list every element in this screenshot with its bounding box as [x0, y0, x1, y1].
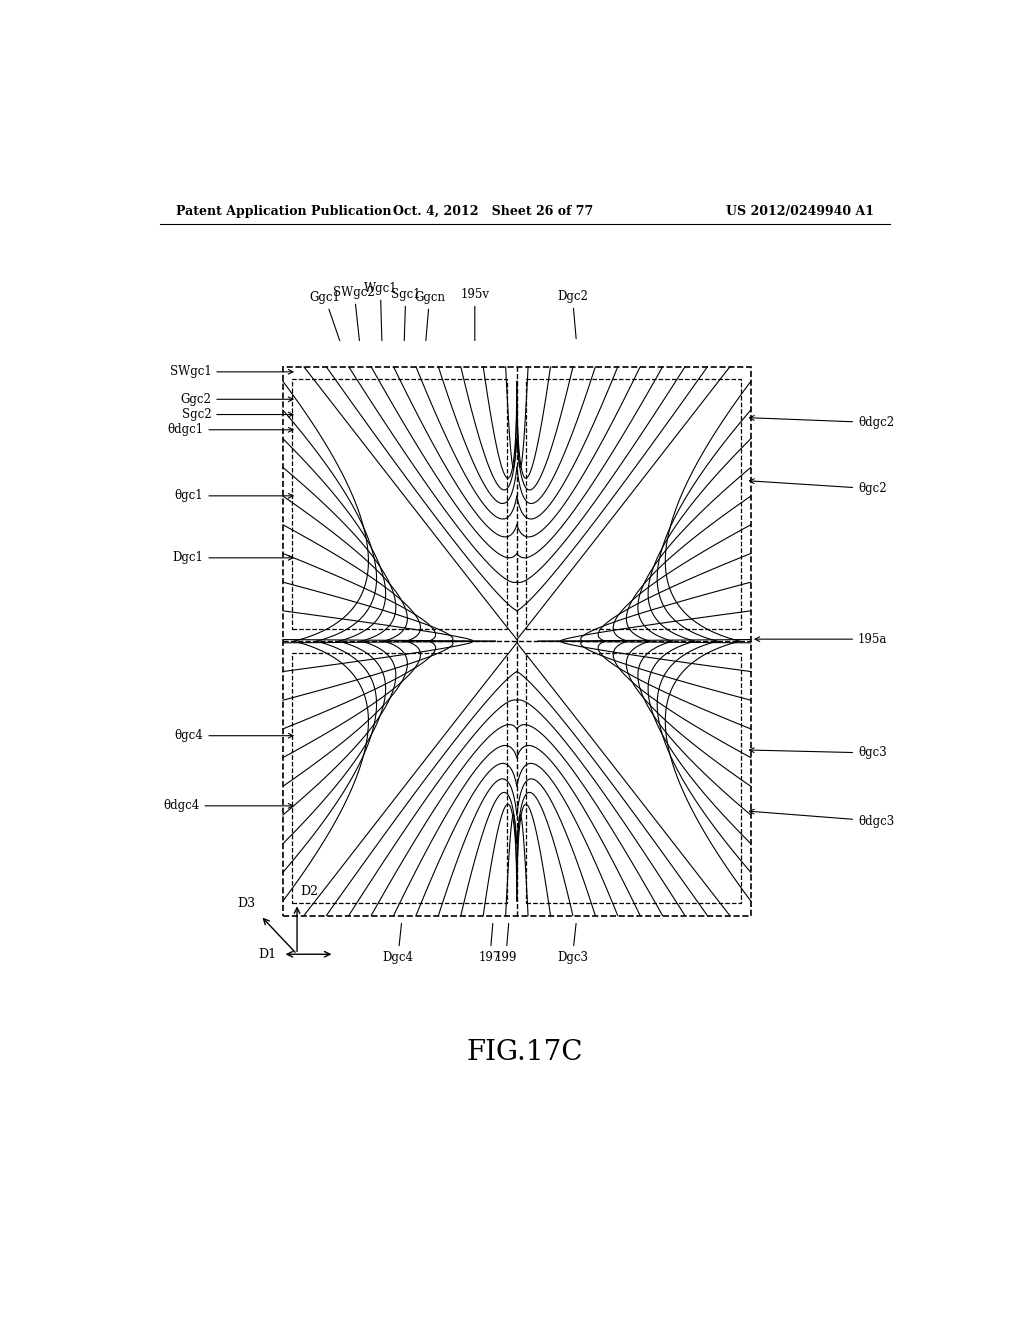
Text: Ggc1: Ggc1	[309, 290, 340, 341]
Text: Dgc3: Dgc3	[557, 924, 588, 964]
Text: θgc4: θgc4	[175, 729, 293, 742]
Text: Dgc1: Dgc1	[172, 552, 293, 565]
Text: 197: 197	[478, 924, 501, 964]
Text: SWgc2: SWgc2	[333, 285, 375, 341]
Text: 195v: 195v	[461, 288, 489, 341]
Text: θgc2: θgc2	[750, 479, 887, 495]
Text: Sgc2: Sgc2	[181, 408, 293, 421]
Text: θdgc1: θdgc1	[167, 424, 293, 437]
Text: θdgc4: θdgc4	[163, 800, 293, 812]
Text: Sgc1: Sgc1	[391, 288, 421, 341]
Text: Ggc2: Ggc2	[180, 393, 293, 405]
Text: 199: 199	[495, 924, 517, 964]
Text: US 2012/0249940 A1: US 2012/0249940 A1	[726, 205, 873, 218]
Text: Patent Application Publication: Patent Application Publication	[176, 205, 391, 218]
Text: 195a: 195a	[755, 632, 888, 645]
Text: FIG.17C: FIG.17C	[467, 1039, 583, 1067]
Text: θgc1: θgc1	[175, 490, 293, 503]
Text: D1: D1	[258, 948, 276, 961]
Text: Oct. 4, 2012   Sheet 26 of 77: Oct. 4, 2012 Sheet 26 of 77	[393, 205, 593, 218]
Text: Wgc1: Wgc1	[364, 281, 397, 341]
Text: Ggcn: Ggcn	[414, 290, 445, 341]
Text: D3: D3	[237, 896, 255, 909]
Text: θgc3: θgc3	[750, 747, 887, 759]
Text: SWgc1: SWgc1	[170, 366, 293, 379]
Text: Dgc2: Dgc2	[557, 289, 588, 339]
Text: θdgc2: θdgc2	[750, 416, 894, 429]
Text: D2: D2	[300, 886, 318, 899]
Text: Dgc4: Dgc4	[382, 924, 414, 964]
Text: θdgc3: θdgc3	[750, 809, 894, 828]
